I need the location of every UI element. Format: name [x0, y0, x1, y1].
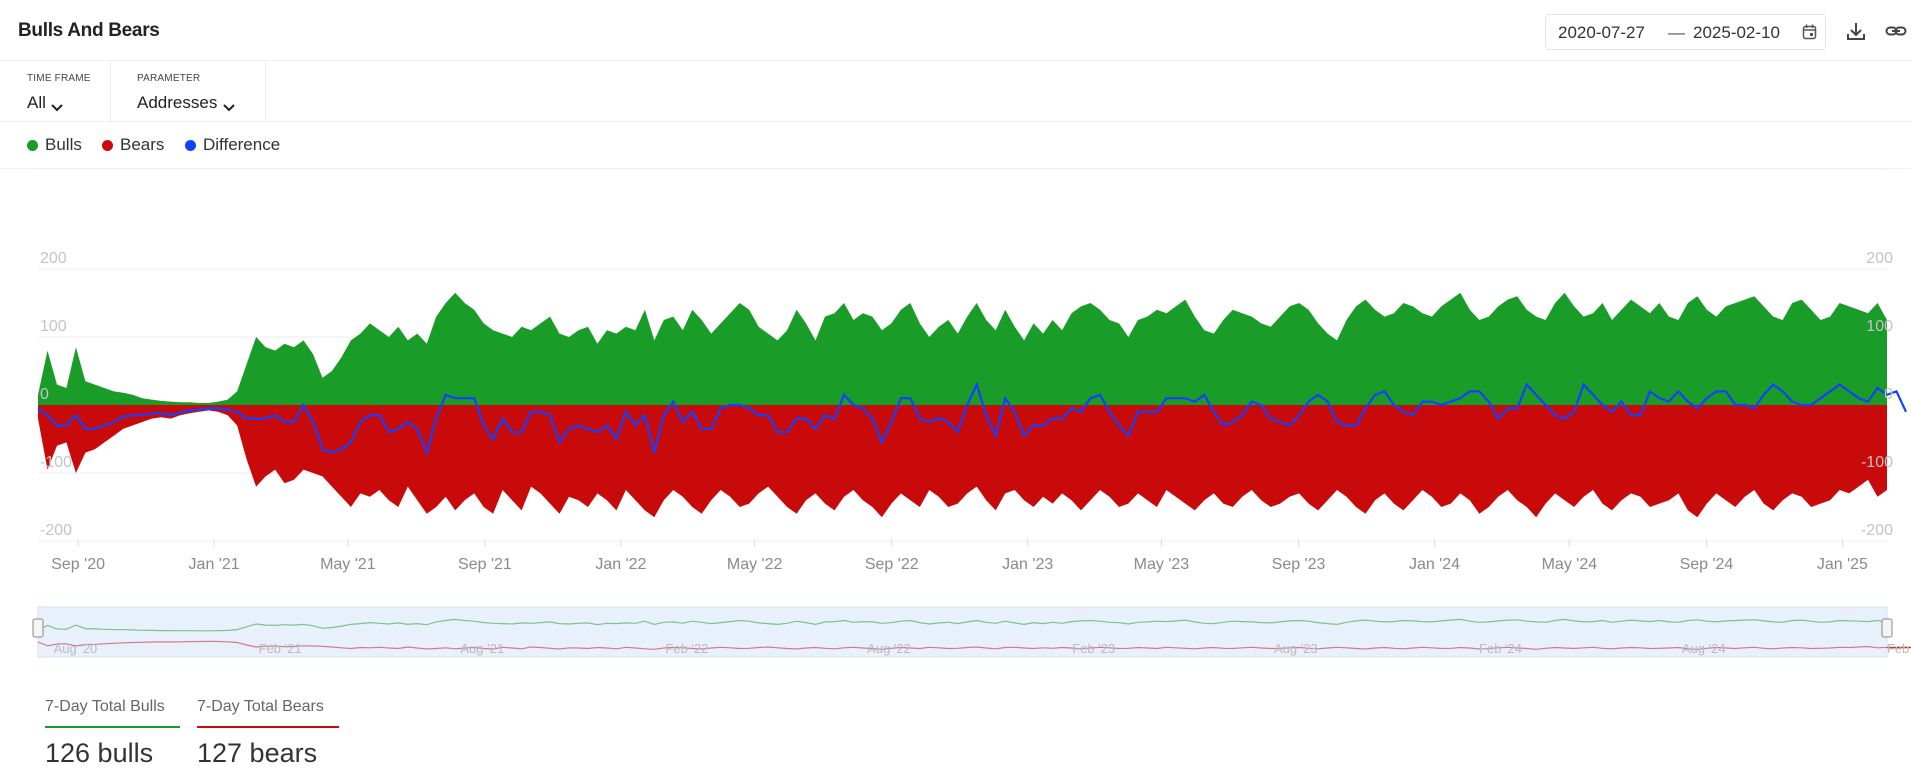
download-icon[interactable]: [1845, 20, 1867, 42]
stat-underline-bears: [197, 726, 339, 728]
y-tick-label-left: 0: [40, 386, 49, 403]
stat-underline-bulls: [45, 726, 180, 728]
parameter-label: PARAMETER: [137, 73, 201, 84]
navigator-tick-label: Feb '23: [1072, 641, 1115, 656]
navigator-tick-label: Aug '24: [1682, 641, 1726, 656]
legend-dot-difference: [185, 140, 196, 151]
chevron-down-icon[interactable]: [51, 99, 63, 117]
x-tick-label: Jan '21: [189, 556, 240, 573]
y-tick-label-right: -200: [1861, 522, 1893, 539]
calendar-icon[interactable]: [1802, 24, 1817, 45]
navigator-bears-line: [37, 640, 1888, 650]
date-end[interactable]: 2025-02-10: [1693, 23, 1780, 42]
stats-bar: 7-Day Total Bulls 126 bulls 7-Day Total …: [0, 690, 1911, 777]
header-bar: Bulls And Bears 2020-07-27 — 2025-02-10: [0, 0, 1911, 61]
legend-label: Difference: [203, 135, 281, 154]
navigator-tick-label: Feb '22: [665, 641, 708, 656]
navigator-tick-label: Feb '21: [259, 641, 302, 656]
x-tick-label: Sep '23: [1272, 556, 1326, 573]
navigator-bulls-line: [37, 618, 1888, 632]
parameter-filter[interactable]: PARAMETER Addresses: [110, 61, 266, 121]
stat-label: 7-Day Total Bears: [197, 698, 324, 715]
timeframe-select[interactable]: All: [27, 93, 46, 112]
y-tick-label-left: 200: [40, 250, 67, 267]
y-tick-label-right: 100: [1866, 318, 1893, 335]
navigator-range[interactable]: [37, 606, 1888, 658]
chart-area[interactable]: 200 200 100 100 0 0 -100 -100 -200 -200 Sep '20 Jan…: [0, 169, 1911, 669]
timeframe-label: TIME FRAME: [27, 73, 91, 84]
x-tick-label: Sep '20: [51, 556, 105, 573]
x-tick-label: Jan '22: [595, 556, 646, 573]
x-tick-label: Jan '24: [1409, 556, 1460, 573]
navigator-tick-label: Aug '20: [54, 641, 98, 656]
link-icon[interactable]: [1885, 20, 1907, 42]
page-title: Bulls And Bears: [18, 20, 160, 41]
y-tick-label-right: -100: [1861, 454, 1893, 471]
x-tick-label: May '24: [1542, 556, 1598, 573]
x-tick-label: May '23: [1134, 556, 1190, 573]
x-tick-label: Jan '23: [1002, 556, 1053, 573]
date-separator: —: [1668, 23, 1685, 42]
legend-dot-bulls: [27, 140, 38, 151]
chart-legend: Bulls Bears Difference: [0, 122, 1911, 169]
x-tick-label: Sep '24: [1680, 556, 1734, 573]
legend-label: Bulls: [45, 135, 82, 154]
legend-label: Bears: [120, 135, 165, 154]
series-bulls-area: [38, 292, 1887, 405]
stat-label: 7-Day Total Bulls: [45, 698, 165, 715]
y-tick-label-right: 0: [1884, 386, 1893, 403]
x-tick-label: Jan '25: [1817, 556, 1868, 573]
y-tick-label-left: 100: [40, 318, 67, 335]
x-tick-label: Sep '21: [458, 556, 512, 573]
filter-bar: TIME FRAME All PARAMETER Addresses: [0, 61, 1911, 122]
y-tick-label-right: 200: [1866, 250, 1893, 267]
stat-value: 127 bears: [197, 738, 318, 768]
legend-dot-bears: [102, 140, 113, 151]
date-range-picker[interactable]: 2020-07-27 — 2025-02-10: [1545, 14, 1826, 50]
y-tick-label-left: -100: [40, 454, 72, 471]
navigator-tick-label: Aug '23: [1274, 641, 1318, 656]
navigator-tick-label: Feb '25: [1887, 641, 1911, 656]
series-difference-line: [37, 381, 1907, 457]
navigator-tick-label: Feb '24: [1479, 641, 1522, 656]
series-bears-area: [38, 405, 1887, 518]
stat-value: 126 bulls: [45, 738, 154, 768]
x-tick-label: May '22: [727, 556, 783, 573]
x-tick-label: May '21: [320, 556, 376, 573]
navigator-tick-label: Aug '21: [460, 641, 504, 656]
navigator-tick-label: Aug '22: [867, 641, 911, 656]
date-start[interactable]: 2020-07-27: [1558, 23, 1645, 42]
timeframe-filter[interactable]: TIME FRAME All: [0, 61, 111, 121]
navigator-handle-right[interactable]: [1881, 618, 1893, 638]
chevron-down-icon[interactable]: [223, 99, 235, 117]
y-tick-label-left: -200: [40, 522, 72, 539]
navigator-handle-left[interactable]: [32, 618, 44, 638]
parameter-select[interactable]: Addresses: [137, 93, 218, 112]
x-tick-label: Sep '22: [865, 556, 919, 573]
